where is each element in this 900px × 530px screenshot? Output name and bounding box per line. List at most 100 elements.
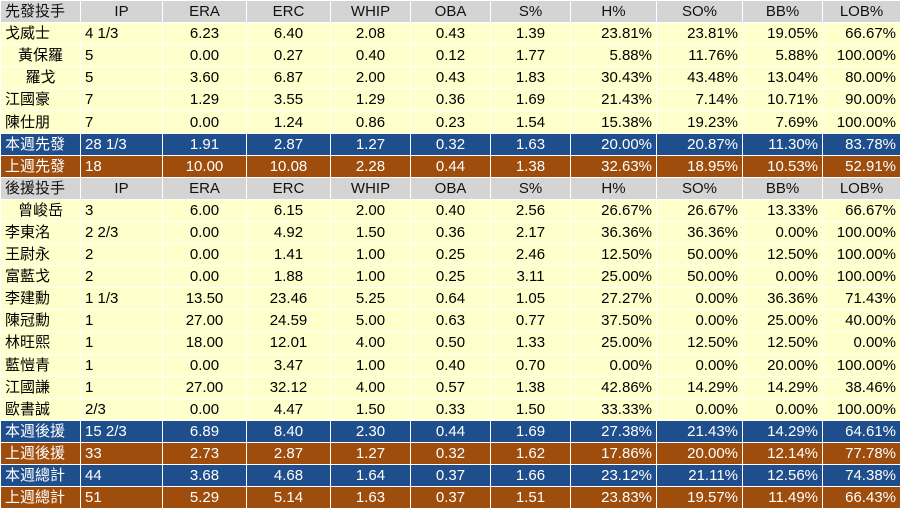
reliever-row-whip-cell: 4.00 — [330, 375, 411, 399]
relievers-this-week-row-so-pct-cell: 21.43% — [656, 419, 743, 443]
starters-header-row-ip-cell: IP — [80, 0, 163, 24]
starters-header-row-so-pct-cell: SO% — [656, 0, 743, 24]
starter-row-ip-cell: 7 — [80, 110, 163, 134]
overall-last-week-row-s-pct-cell: 1.51 — [490, 486, 571, 510]
starters-last-week-row-h-pct-cell: 32.63% — [570, 154, 657, 178]
starters-header-row: 先發投手 IP ERA ERC WHIP OBA S% H% SO% BB% LOB% — [0, 0, 900, 24]
starters-header-row-s-pct-cell: S% — [490, 0, 571, 24]
starters-this-week-row-erc-cell: 2.87 — [246, 132, 331, 156]
reliever-row-so-pct-cell: 0.00% — [656, 397, 743, 421]
reliever-row-era-cell: 0.00 — [162, 220, 247, 245]
reliever-row-era-cell: 0.00 — [162, 243, 247, 267]
starter-row-erc-cell: 0.27 — [246, 44, 331, 68]
starter-row-oba-cell: 0.12 — [410, 44, 491, 68]
reliever-row-whip-cell: 1.00 — [330, 243, 411, 267]
starters-last-week-row-pitcher-cell: 上週先發 — [0, 154, 81, 178]
starter-row-h-pct-cell: 30.43% — [570, 66, 657, 90]
starter-row-pitcher-cell: 羅戈 — [0, 66, 81, 90]
reliever-row-s-pct-cell: 2.56 — [490, 198, 571, 222]
starters-this-week-row-so-pct-cell: 20.87% — [656, 132, 743, 156]
reliever-row-pitcher-cell: 李東洺 — [0, 220, 81, 245]
overall-this-week-row-bb-pct-cell: 12.56% — [742, 463, 823, 488]
relievers-this-week-row-oba-cell: 0.44 — [410, 419, 491, 443]
starter-row-bb-pct-cell: 10.71% — [742, 88, 823, 112]
overall-last-week-row-bb-pct-cell: 11.49% — [742, 486, 823, 510]
starter-row-bb-pct-cell: 7.69% — [742, 110, 823, 134]
reliever-row-bb-pct-cell: 0.00% — [742, 397, 823, 421]
overall-last-week-row-oba-cell: 0.37 — [410, 486, 491, 510]
overall-last-week-row: 上週總計 51 5.29 5.14 1.63 0.37 1.51 23.83% 19.57% 11… — [0, 486, 900, 510]
reliever-row-bb-pct-cell: 12.50% — [742, 331, 823, 355]
reliever-row-so-pct-cell: 50.00% — [656, 243, 743, 267]
starter-row-lob-pct-cell: 66.67% — [822, 22, 900, 46]
reliever-row-h-pct-cell: 36.36% — [570, 220, 657, 245]
reliever-row-lob-pct-cell: 100.00% — [822, 243, 900, 267]
reliever-row-pitcher-cell: 王尉永 — [0, 243, 81, 267]
starter-row-ip-cell: 4 1/3 — [80, 22, 163, 46]
reliever-row-bb-pct-cell: 14.29% — [742, 375, 823, 399]
starter-row-oba-cell: 0.36 — [410, 88, 491, 112]
reliever-row-erc-cell: 6.15 — [246, 198, 331, 222]
reliever-row: 陳冠勳 1 27.00 24.59 5.00 0.63 0.77 37.50% 0.00% 25.… — [0, 309, 900, 333]
starters-header-row-lob-pct-cell: LOB% — [822, 0, 900, 24]
relievers-this-week-row-s-pct-cell: 1.69 — [490, 419, 571, 443]
starter-row-so-pct-cell: 7.14% — [656, 88, 743, 112]
reliever-row-bb-pct-cell: 25.00% — [742, 309, 823, 333]
starters-header-row-era-cell: ERA — [162, 0, 247, 24]
relievers-last-week-row: 上週後援 33 2.73 2.87 1.27 0.32 1.62 17.86% 20.00% 12… — [0, 441, 900, 465]
starter-row-era-cell: 0.00 — [162, 44, 247, 68]
reliever-row-lob-pct-cell: 40.00% — [822, 309, 900, 333]
reliever-row-s-pct-cell: 1.33 — [490, 331, 571, 355]
starter-row-pitcher-cell: 黃保羅 — [0, 44, 81, 68]
relievers-header-row-h-pct-cell: H% — [570, 176, 657, 200]
reliever-row-pitcher-cell: 陳冠勳 — [0, 309, 81, 333]
starters-last-week-row: 上週先發 18 10.00 10.08 2.28 0.44 1.38 32.63% 18.95%… — [0, 154, 900, 178]
starter-row-h-pct-cell: 21.43% — [570, 88, 657, 112]
starter-row-pitcher-cell: 陳仕朋 — [0, 110, 81, 134]
reliever-row-s-pct-cell: 0.70 — [490, 353, 571, 377]
starters-header-row-oba-cell: OBA — [410, 0, 491, 24]
reliever-row-whip-cell: 2.00 — [330, 198, 411, 222]
starter-row-erc-cell: 6.40 — [246, 22, 331, 46]
reliever-row-erc-cell: 1.41 — [246, 243, 331, 267]
overall-this-week-row-h-pct-cell: 23.12% — [570, 463, 657, 488]
reliever-row-bb-pct-cell: 36.36% — [742, 287, 823, 311]
reliever-row-bb-pct-cell: 0.00% — [742, 265, 823, 289]
relievers-last-week-row-s-pct-cell: 1.62 — [490, 441, 571, 465]
reliever-row-h-pct-cell: 25.00% — [570, 265, 657, 289]
reliever-row-oba-cell: 0.25 — [410, 265, 491, 289]
reliever-row-oba-cell: 0.50 — [410, 331, 491, 355]
relievers-header-row-erc-cell: ERC — [246, 176, 331, 200]
starter-row-oba-cell: 0.23 — [410, 110, 491, 134]
starters-last-week-row-so-pct-cell: 18.95% — [656, 154, 743, 178]
reliever-row: 歐書誠 2/3 0.00 4.47 1.50 0.33 1.50 33.33% 0.00% 0.0… — [0, 397, 900, 421]
reliever-row-lob-pct-cell: 66.67% — [822, 198, 900, 222]
starters-this-week-row-lob-pct-cell: 83.78% — [822, 132, 900, 156]
reliever-row-oba-cell: 0.40 — [410, 353, 491, 377]
starter-row-ip-cell: 5 — [80, 66, 163, 90]
reliever-row-so-pct-cell: 0.00% — [656, 309, 743, 333]
reliever-row-lob-pct-cell: 38.46% — [822, 375, 900, 399]
reliever-row-pitcher-cell: 曾峻岳 — [0, 198, 81, 222]
reliever-row-ip-cell: 2/3 — [80, 397, 163, 421]
reliever-row-whip-cell: 4.00 — [330, 331, 411, 355]
reliever-row-h-pct-cell: 33.33% — [570, 397, 657, 421]
reliever-row-erc-cell: 24.59 — [246, 309, 331, 333]
reliever-row-oba-cell: 0.33 — [410, 397, 491, 421]
reliever-row-h-pct-cell: 37.50% — [570, 309, 657, 333]
starter-row-s-pct-cell: 1.39 — [490, 22, 571, 46]
reliever-row-pitcher-cell: 歐書誠 — [0, 397, 81, 421]
relievers-this-week-row-erc-cell: 8.40 — [246, 419, 331, 443]
starters-this-week-row-s-pct-cell: 1.63 — [490, 132, 571, 156]
reliever-row-erc-cell: 1.88 — [246, 265, 331, 289]
overall-last-week-row-ip-cell: 51 — [80, 486, 163, 510]
reliever-row-ip-cell: 2 2/3 — [80, 220, 163, 245]
overall-this-week-row-pitcher-cell: 本週總計 — [0, 463, 81, 488]
relievers-this-week-row-h-pct-cell: 27.38% — [570, 419, 657, 443]
relievers-last-week-row-lob-pct-cell: 77.78% — [822, 441, 900, 465]
reliever-row-lob-pct-cell: 100.00% — [822, 265, 900, 289]
reliever-row: 林旺熙 1 18.00 12.01 4.00 0.50 1.33 25.00% 12.50% 12… — [0, 331, 900, 355]
reliever-row: 李建勳 1 1/3 13.50 23.46 5.25 0.64 1.05 27.27% 0.00… — [0, 287, 900, 311]
starter-row-lob-pct-cell: 90.00% — [822, 88, 900, 112]
starters-this-week-row-bb-pct-cell: 11.30% — [742, 132, 823, 156]
